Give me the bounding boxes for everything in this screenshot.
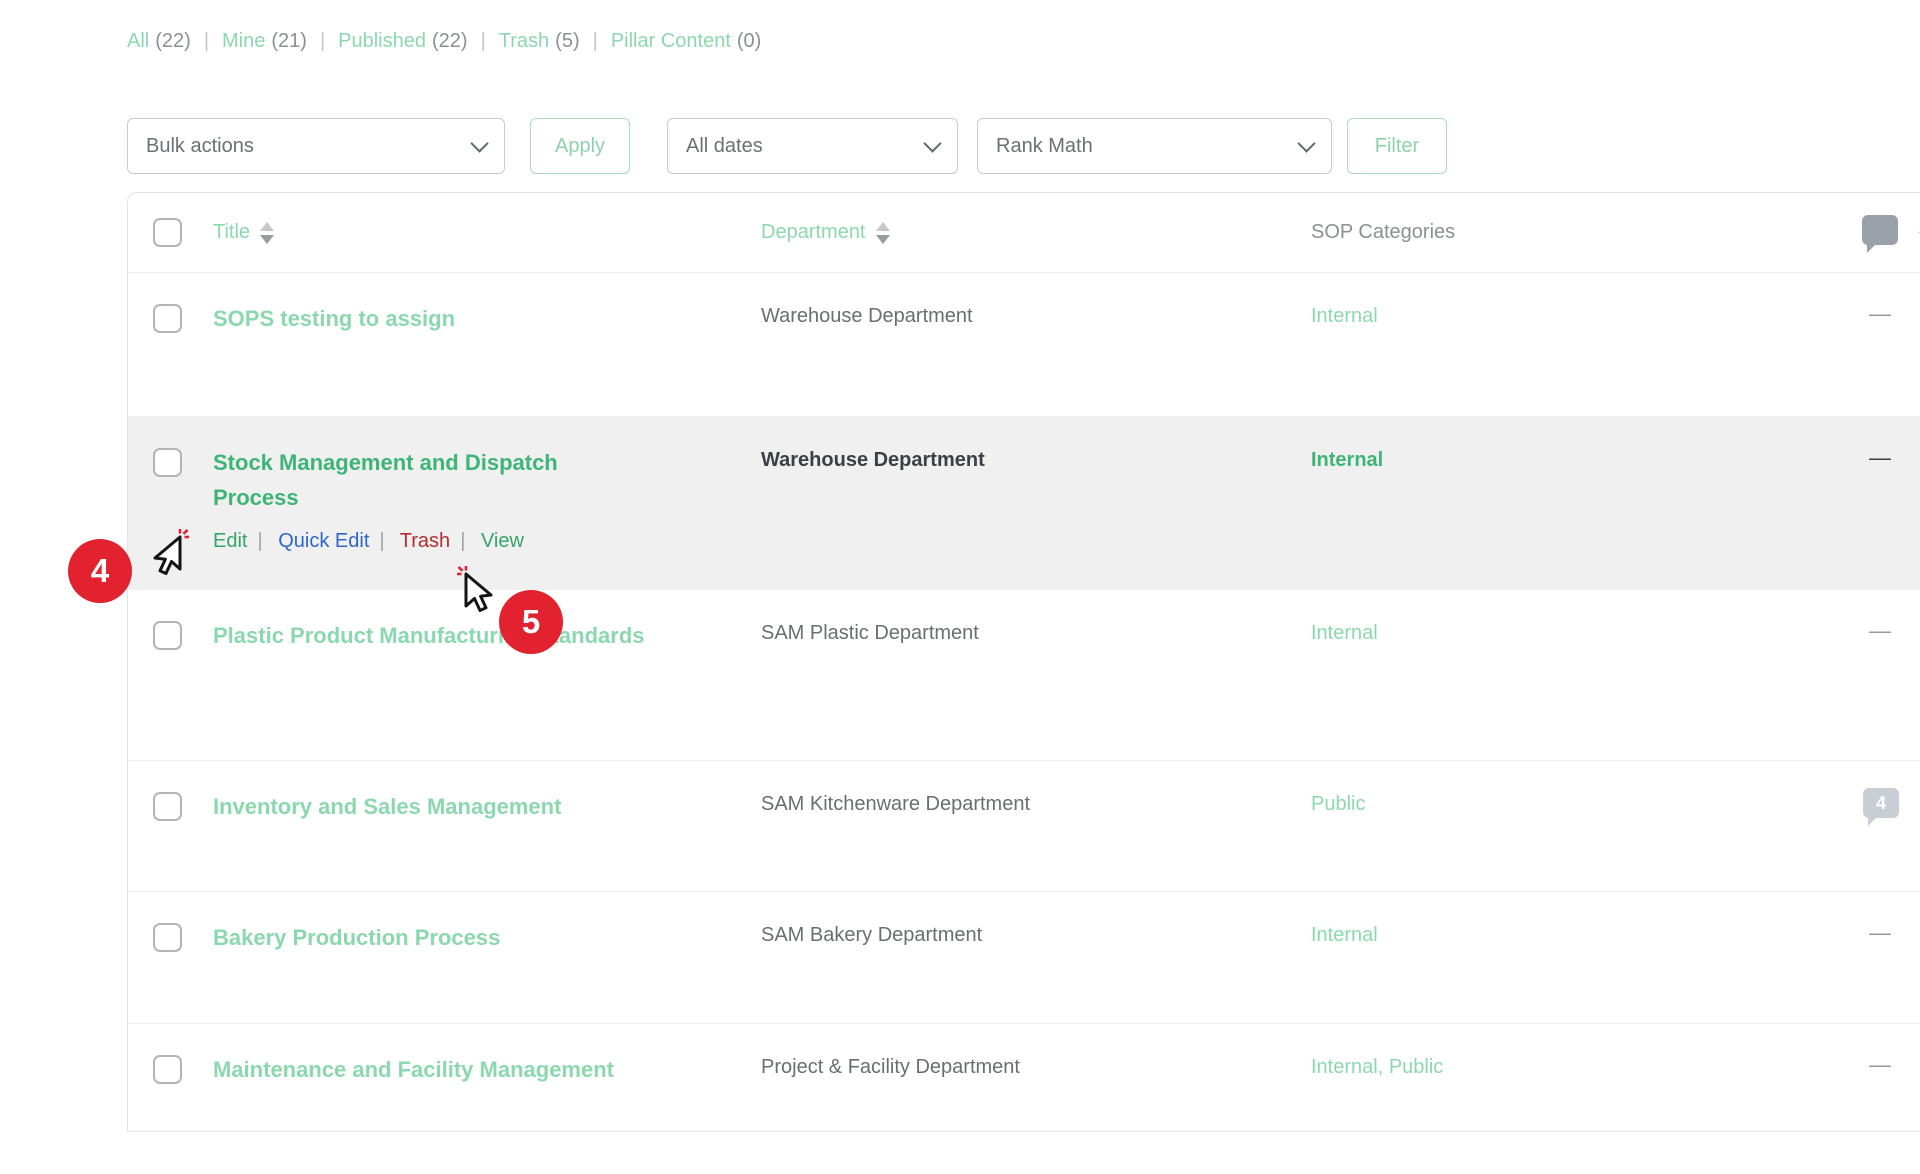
table-row-hovered: Stock Management and Dispatch Process Wa… — [128, 416, 1920, 589]
filter-button[interactable]: Filter — [1347, 118, 1447, 174]
filter-all-count: (22) — [155, 30, 191, 52]
table-row: SOPS testing to assign Warehouse Departm… — [128, 273, 1920, 416]
filter-published[interactable]: Published (22) — [338, 30, 499, 53]
filter-all[interactable]: All (22) — [127, 30, 222, 53]
filter-trash-count: (5) — [555, 30, 580, 52]
row-title-link[interactable]: Stock Management and Dispatch Process — [213, 450, 558, 510]
row-checkbox[interactable] — [153, 923, 182, 952]
row-department: SAM Bakery Department — [761, 924, 983, 946]
row-department: SAM Kitchenware Department — [761, 793, 1031, 815]
row-category-link[interactable]: Internal, Public — [1311, 1056, 1444, 1078]
annotation-step-4-badge: 4 — [68, 539, 132, 603]
column-header-title[interactable]: Title — [213, 193, 275, 272]
bulk-actions-value: Bulk actions — [146, 134, 254, 157]
row-category-link[interactable]: Public — [1311, 793, 1366, 815]
row-department: Project & Facility Department — [761, 1056, 1020, 1078]
comment-bubble-icon — [1862, 214, 1898, 253]
sop-list-table: Title Department SOP Categories SOPS tes… — [127, 192, 1920, 1132]
quick-edit-link[interactable]: Quick Edit — [278, 530, 394, 552]
row-comments-value: — — [1869, 445, 1891, 470]
dates-filter-value: All dates — [686, 134, 763, 157]
row-department: Warehouse Department — [761, 449, 985, 471]
view-link[interactable]: View — [480, 530, 524, 552]
dates-filter-select[interactable]: All dates — [667, 118, 958, 174]
row-category-link[interactable]: Internal — [1311, 924, 1378, 946]
filter-mine-link[interactable]: Mine — [222, 30, 266, 52]
row-title-link[interactable]: Plastic Product Manufacturing Standards — [213, 623, 645, 648]
row-comments-value: — — [1869, 618, 1891, 643]
filter-pillar-content[interactable]: Pillar Content (0) — [611, 30, 762, 53]
select-all-checkbox[interactable] — [153, 218, 182, 247]
row-title-link[interactable]: Maintenance and Facility Management — [213, 1057, 614, 1082]
row-comments-value: — — [1869, 920, 1891, 945]
filter-pillar-content-count: (0) — [736, 30, 762, 52]
annotation-step-5-number: 5 — [521, 603, 541, 640]
click-cursor-icon — [457, 566, 493, 612]
row-title-link[interactable]: SOPS testing to assign — [213, 306, 456, 331]
row-department: Warehouse Department — [761, 305, 973, 327]
comment-count: 4 — [1875, 793, 1886, 813]
filter-mine[interactable]: Mine (21) — [222, 30, 338, 53]
edit-link[interactable]: Edit — [213, 530, 273, 552]
column-header-department[interactable]: Department — [761, 193, 890, 272]
column-header-comments[interactable] — [1848, 193, 1912, 272]
row-comments-value: — — [1869, 301, 1891, 326]
column-header-sop-categories-label: SOP Categories — [1311, 221, 1456, 243]
filter-published-link[interactable]: Published — [338, 30, 426, 52]
table-row: Bakery Production Process SAM Bakery Dep… — [128, 891, 1920, 1023]
click-cursor-icon — [153, 529, 189, 575]
column-header-department-label: Department — [761, 221, 866, 243]
filter-trash[interactable]: Trash (5) — [499, 30, 611, 53]
column-header-sop-categories: SOP Categories — [1311, 193, 1455, 272]
row-checkbox[interactable] — [153, 448, 182, 477]
row-title-link[interactable]: Bakery Production Process — [213, 925, 501, 950]
row-category-link[interactable]: Internal — [1311, 449, 1384, 471]
bulk-actions-select[interactable]: Bulk actions — [127, 118, 505, 174]
row-checkbox[interactable] — [153, 792, 182, 821]
annotation-step-5-badge: 5 — [499, 590, 563, 654]
filter-pillar-content-link[interactable]: Pillar Content — [610, 30, 731, 52]
trash-link[interactable]: Trash — [400, 530, 476, 552]
chevron-down-icon — [470, 133, 489, 153]
comment-count-bubble[interactable]: 4 — [1863, 788, 1899, 826]
table-row: Inventory and Sales Management SAM Kitch… — [128, 760, 1920, 891]
row-checkbox[interactable] — [153, 621, 182, 650]
filter-all-link[interactable]: All — [127, 30, 150, 52]
rank-math-filter-value: Rank Math — [996, 134, 1093, 157]
table-header-row: Title Department SOP Categories — [128, 193, 1920, 273]
filter-mine-count: (21) — [271, 30, 307, 52]
rank-math-filter-select[interactable]: Rank Math — [977, 118, 1332, 174]
sort-arrows-icon — [875, 221, 890, 244]
row-title-link[interactable]: Inventory and Sales Management — [213, 794, 562, 819]
table-row: Plastic Product Manufacturing Standards … — [128, 589, 1920, 760]
filter-published-count: (22) — [432, 30, 468, 52]
row-comments-value: — — [1869, 1052, 1891, 1077]
row-checkbox[interactable] — [153, 304, 182, 333]
sort-arrows-icon — [260, 221, 275, 244]
chevron-down-icon — [923, 133, 942, 153]
filter-trash-link[interactable]: Trash — [498, 30, 550, 52]
row-actions: Edit Quick Edit Trash View — [213, 530, 524, 553]
row-category-link[interactable]: Internal — [1311, 622, 1378, 644]
post-status-filters: All (22) Mine (21) Published (22) Trash … — [127, 30, 761, 53]
table-row: Maintenance and Facility Management Proj… — [128, 1023, 1920, 1174]
chevron-down-icon — [1297, 133, 1316, 153]
annotation-step-4-number: 4 — [90, 552, 110, 589]
apply-button[interactable]: Apply — [530, 118, 630, 174]
row-department: SAM Plastic Department — [761, 622, 979, 644]
column-header-title-label: Title — [213, 221, 251, 243]
row-category-link[interactable]: Internal — [1311, 305, 1378, 327]
